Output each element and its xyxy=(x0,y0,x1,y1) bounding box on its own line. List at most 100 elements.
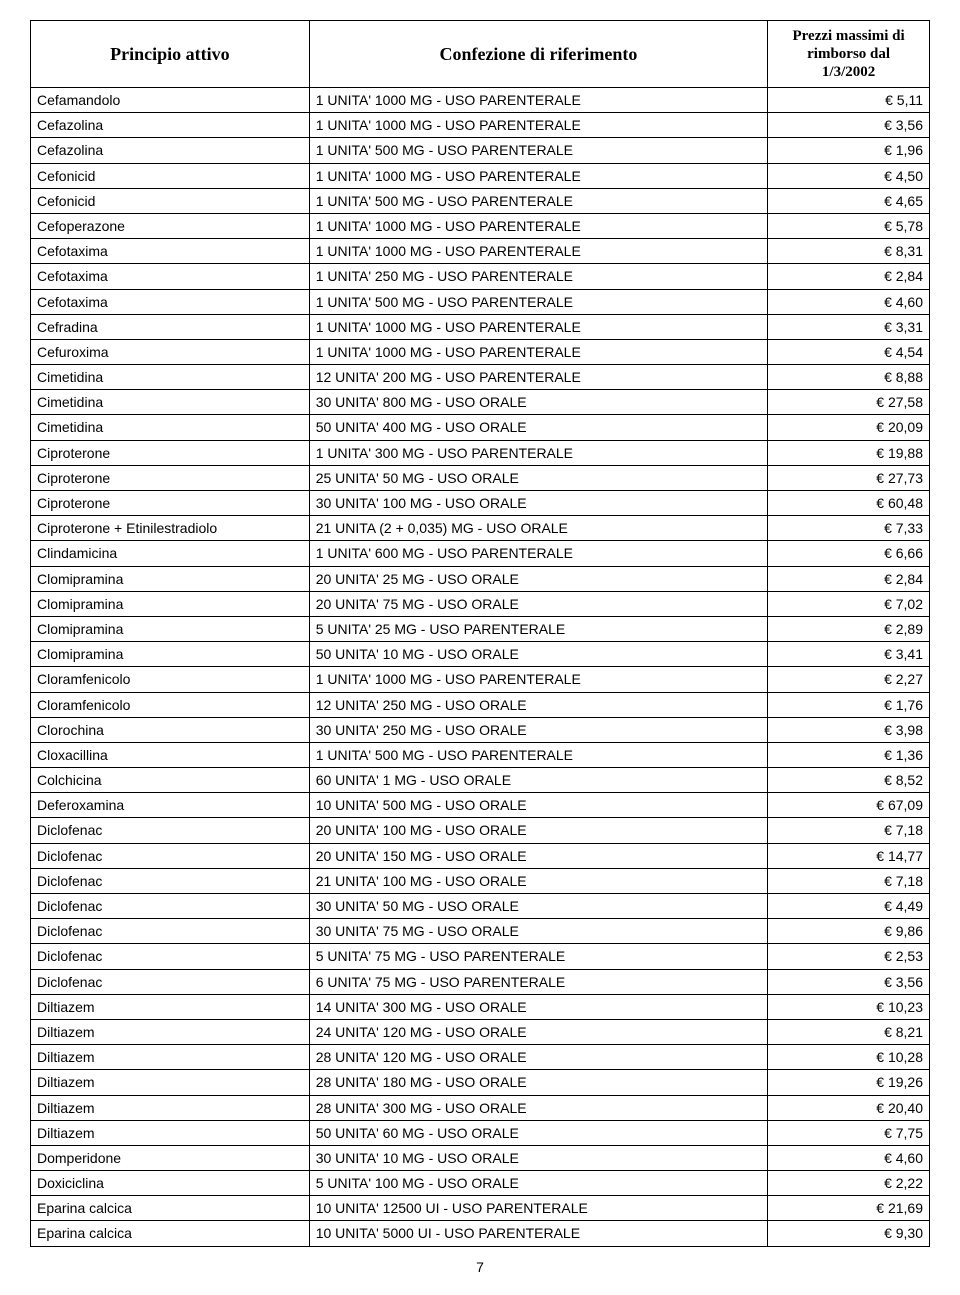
cell-principio: Clindamicina xyxy=(31,541,310,566)
table-row: Diclofenac5 UNITA' 75 MG - USO PARENTERA… xyxy=(31,944,930,969)
cell-principio: Diclofenac xyxy=(31,868,310,893)
cell-principio: Ciproterone xyxy=(31,491,310,516)
cell-price: € 10,23 xyxy=(768,994,930,1019)
table-row: Cimetidina50 UNITA' 400 MG - USO ORALE€ … xyxy=(31,415,930,440)
cell-confezione: 1 UNITA' 1000 MG - USO PARENTERALE xyxy=(309,113,767,138)
table-row: Clomipramina50 UNITA' 10 MG - USO ORALE€… xyxy=(31,642,930,667)
cell-price: € 3,56 xyxy=(768,113,930,138)
table-row: Cefradina1 UNITA' 1000 MG - USO PARENTER… xyxy=(31,314,930,339)
cell-confezione: 1 UNITA' 600 MG - USO PARENTERALE xyxy=(309,541,767,566)
cell-confezione: 1 UNITA' 500 MG - USO PARENTERALE xyxy=(309,742,767,767)
cell-confezione: 6 UNITA' 75 MG - USO PARENTERALE xyxy=(309,969,767,994)
cell-confezione: 30 UNITA' 75 MG - USO ORALE xyxy=(309,919,767,944)
table-row: Cloramfenicolo1 UNITA' 1000 MG - USO PAR… xyxy=(31,667,930,692)
cell-principio: Cimetidina xyxy=(31,415,310,440)
cell-confezione: 20 UNITA' 150 MG - USO ORALE xyxy=(309,843,767,868)
table-row: Colchicina60 UNITA' 1 MG - USO ORALE€ 8,… xyxy=(31,768,930,793)
cell-principio: Domperidone xyxy=(31,1145,310,1170)
header-confezione: Confezione di riferimento xyxy=(309,21,767,88)
cell-principio: Diltiazem xyxy=(31,1120,310,1145)
cell-price: € 2,22 xyxy=(768,1171,930,1196)
cell-principio: Diltiazem xyxy=(31,1045,310,1070)
cell-principio: Diclofenac xyxy=(31,969,310,994)
cell-principio: Eparina calcica xyxy=(31,1196,310,1221)
cell-confezione: 30 UNITA' 50 MG - USO ORALE xyxy=(309,894,767,919)
cell-price: € 5,78 xyxy=(768,213,930,238)
table-row: Diltiazem28 UNITA' 120 MG - USO ORALE€ 1… xyxy=(31,1045,930,1070)
cell-principio: Cimetidina xyxy=(31,390,310,415)
header-price-line2: rimborso dal xyxy=(807,46,890,62)
cell-price: € 4,60 xyxy=(768,289,930,314)
cell-principio: Ciproterone + Etinilestradiolo xyxy=(31,516,310,541)
cell-price: € 4,50 xyxy=(768,163,930,188)
cell-price: € 2,53 xyxy=(768,944,930,969)
cell-confezione: 1 UNITA' 500 MG - USO PARENTERALE xyxy=(309,188,767,213)
table-row: Cefazolina1 UNITA' 500 MG - USO PARENTER… xyxy=(31,138,930,163)
cell-price: € 20,09 xyxy=(768,415,930,440)
cell-confezione: 25 UNITA' 50 MG - USO ORALE xyxy=(309,465,767,490)
cell-principio: Colchicina xyxy=(31,768,310,793)
cell-principio: Cefoperazone xyxy=(31,213,310,238)
cell-confezione: 30 UNITA' 100 MG - USO ORALE xyxy=(309,491,767,516)
cell-price: € 2,84 xyxy=(768,566,930,591)
cell-price: € 3,41 xyxy=(768,642,930,667)
cell-principio: Cefuroxima xyxy=(31,339,310,364)
cell-principio: Deferoxamina xyxy=(31,793,310,818)
cell-confezione: 50 UNITA' 10 MG - USO ORALE xyxy=(309,642,767,667)
cell-price: € 3,56 xyxy=(768,969,930,994)
cell-principio: Cefazolina xyxy=(31,113,310,138)
cell-principio: Cefotaxima xyxy=(31,264,310,289)
cell-confezione: 20 UNITA' 100 MG - USO ORALE xyxy=(309,818,767,843)
cell-price: € 7,18 xyxy=(768,868,930,893)
cell-confezione: 1 UNITA' 250 MG - USO PARENTERALE xyxy=(309,264,767,289)
cell-principio: Cefonicid xyxy=(31,163,310,188)
table-row: Clomipramina20 UNITA' 25 MG - USO ORALE€… xyxy=(31,566,930,591)
table-row: Cefazolina1 UNITA' 1000 MG - USO PARENTE… xyxy=(31,113,930,138)
cell-confezione: 12 UNITA' 200 MG - USO PARENTERALE xyxy=(309,365,767,390)
table-row: Cefuroxima1 UNITA' 1000 MG - USO PARENTE… xyxy=(31,339,930,364)
cell-confezione: 10 UNITA' 500 MG - USO ORALE xyxy=(309,793,767,818)
cell-principio: Cefazolina xyxy=(31,138,310,163)
cell-price: € 3,98 xyxy=(768,717,930,742)
cell-price: € 9,30 xyxy=(768,1221,930,1246)
table-row: Diclofenac20 UNITA' 150 MG - USO ORALE€ … xyxy=(31,843,930,868)
cell-principio: Diltiazem xyxy=(31,1019,310,1044)
table-row: Cefotaxima1 UNITA' 250 MG - USO PARENTER… xyxy=(31,264,930,289)
table-row: Domperidone30 UNITA' 10 MG - USO ORALE€ … xyxy=(31,1145,930,1170)
cell-price: € 19,88 xyxy=(768,440,930,465)
table-row: Diltiazem28 UNITA' 300 MG - USO ORALE€ 2… xyxy=(31,1095,930,1120)
table-row: Diltiazem24 UNITA' 120 MG - USO ORALE€ 8… xyxy=(31,1019,930,1044)
cell-confezione: 21 UNITA' 100 MG - USO ORALE xyxy=(309,868,767,893)
header-price: Prezzi massimi di rimborso dal 1/3/2002 xyxy=(768,21,930,88)
cell-price: € 60,48 xyxy=(768,491,930,516)
cell-principio: Clomipramina xyxy=(31,616,310,641)
table-row: Cloxacillina1 UNITA' 500 MG - USO PARENT… xyxy=(31,742,930,767)
cell-price: € 3,31 xyxy=(768,314,930,339)
cell-price: € 2,89 xyxy=(768,616,930,641)
cell-confezione: 1 UNITA' 1000 MG - USO PARENTERALE xyxy=(309,213,767,238)
cell-principio: Diltiazem xyxy=(31,1070,310,1095)
cell-price: € 27,58 xyxy=(768,390,930,415)
cell-price: € 20,40 xyxy=(768,1095,930,1120)
cell-price: € 8,21 xyxy=(768,1019,930,1044)
cell-confezione: 5 UNITA' 75 MG - USO PARENTERALE xyxy=(309,944,767,969)
cell-principio: Doxiciclina xyxy=(31,1171,310,1196)
table-row: Cefonicid1 UNITA' 500 MG - USO PARENTERA… xyxy=(31,188,930,213)
cell-confezione: 10 UNITA' 5000 UI - USO PARENTERALE xyxy=(309,1221,767,1246)
table-row: Deferoxamina10 UNITA' 500 MG - USO ORALE… xyxy=(31,793,930,818)
cell-confezione: 60 UNITA' 1 MG - USO ORALE xyxy=(309,768,767,793)
cell-confezione: 1 UNITA' 1000 MG - USO PARENTERALE xyxy=(309,163,767,188)
table-row: Clindamicina1 UNITA' 600 MG - USO PARENT… xyxy=(31,541,930,566)
cell-price: € 8,88 xyxy=(768,365,930,390)
cell-principio: Cloramfenicolo xyxy=(31,692,310,717)
cell-price: € 1,76 xyxy=(768,692,930,717)
table-row: Ciproterone25 UNITA' 50 MG - USO ORALE€ … xyxy=(31,465,930,490)
cell-price: € 27,73 xyxy=(768,465,930,490)
cell-principio: Cefotaxima xyxy=(31,239,310,264)
cell-principio: Cloramfenicolo xyxy=(31,667,310,692)
cell-principio: Ciproterone xyxy=(31,440,310,465)
cell-principio: Ciproterone xyxy=(31,465,310,490)
cell-confezione: 1 UNITA' 300 MG - USO PARENTERALE xyxy=(309,440,767,465)
table-row: Diltiazem28 UNITA' 180 MG - USO ORALE€ 1… xyxy=(31,1070,930,1095)
cell-price: € 5,11 xyxy=(768,88,930,113)
